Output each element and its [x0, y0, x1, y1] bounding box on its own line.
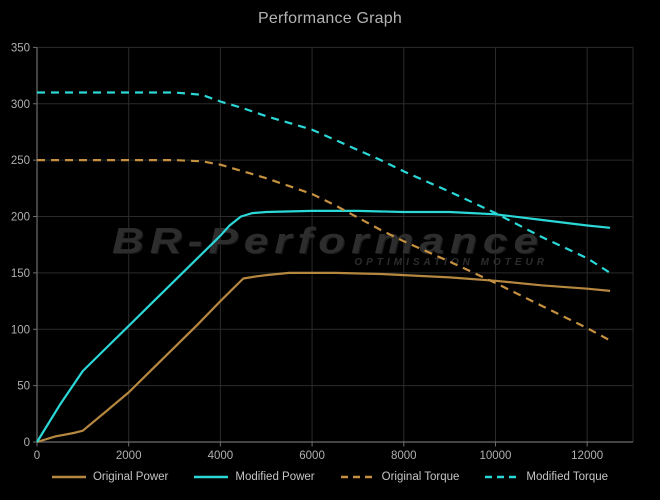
x-tick-label-8000: 8000	[391, 450, 417, 462]
legend-label-modified-torque: Modified Torque	[526, 471, 609, 483]
legend-line-original-torque	[340, 475, 375, 479]
x-tick-label-10000: 10000	[479, 450, 511, 462]
x-tick-label-2000: 2000	[116, 450, 142, 462]
x-tick-label-0: 0	[34, 450, 40, 462]
chart-title: Performance Graph	[258, 10, 402, 27]
legend-item-original-power[interactable]: Original Power	[51, 471, 169, 483]
y-tick-label-350: 350	[11, 42, 30, 54]
legend-line-modified-power	[194, 475, 229, 479]
x-tick-label-4000: 4000	[208, 450, 234, 462]
legend-label-original-torque: Original Torque	[381, 471, 460, 483]
x-tick-label-6000: 6000	[299, 450, 325, 462]
legend-line-original-power	[51, 475, 86, 479]
y-tick-label-100: 100	[11, 324, 30, 336]
chart-legend: Original Power Modified Power Original T…	[0, 471, 660, 483]
series-line-original-power	[36, 271, 611, 444]
series-line-original-torque	[37, 159, 611, 342]
y-tick-label-300: 300	[11, 99, 30, 111]
legend-item-original-torque[interactable]: Original Torque	[340, 471, 460, 483]
y-tick-label-150: 150	[11, 268, 30, 280]
legend-item-modified-power[interactable]: Modified Power	[194, 471, 315, 483]
legend-label-original-power: Original Power	[92, 471, 169, 483]
legend-item-modified-torque[interactable]: Modified Torque	[485, 471, 608, 483]
legend-line-modified-torque	[485, 475, 520, 479]
series-line-modified-torque	[37, 91, 611, 274]
series-line-modified-power	[36, 209, 611, 443]
y-tick-label-200: 200	[11, 212, 30, 224]
y-tick-label-0: 0	[24, 437, 30, 449]
x-tick-label-12000: 12000	[571, 450, 603, 462]
y-tick-label-50: 50	[17, 381, 30, 393]
legend-label-modified-power: Modified Power	[235, 471, 315, 483]
y-tick-label-250: 250	[11, 155, 30, 167]
